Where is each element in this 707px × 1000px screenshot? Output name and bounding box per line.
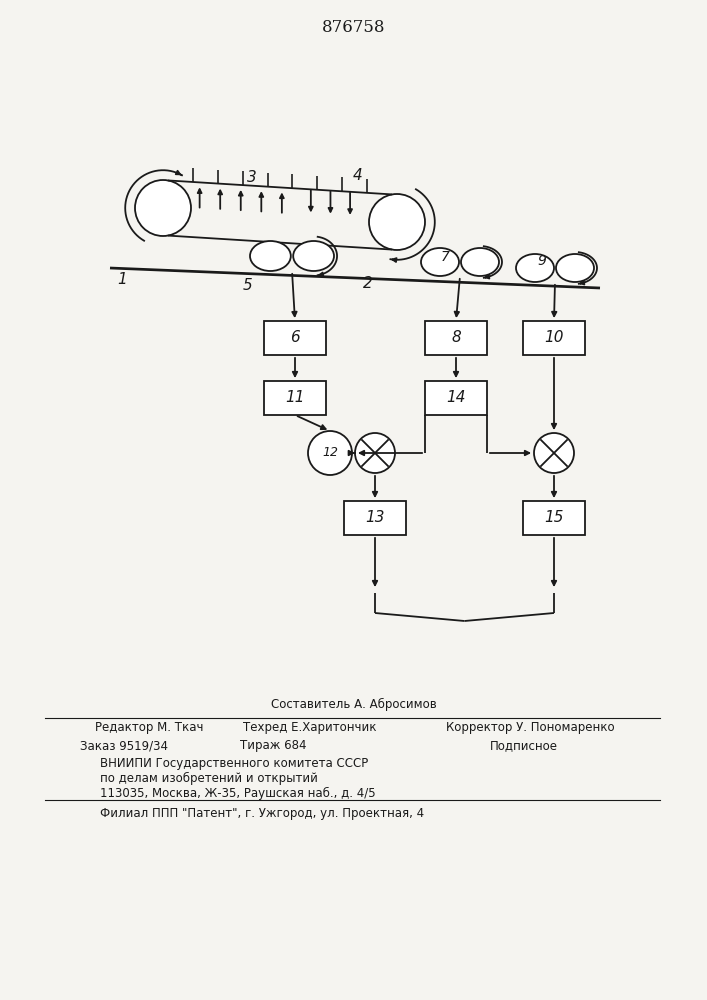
- Circle shape: [355, 433, 395, 473]
- Bar: [264, 381, 326, 415]
- Text: 5: 5: [243, 277, 253, 292]
- Text: Составитель А. Абросимов: Составитель А. Абросимов: [271, 697, 436, 711]
- Text: 1: 1: [117, 272, 127, 288]
- Text: 7: 7: [440, 250, 450, 264]
- Text: 2: 2: [363, 276, 373, 292]
- Text: 876758: 876758: [322, 19, 385, 36]
- Ellipse shape: [250, 241, 291, 271]
- Circle shape: [135, 180, 191, 236]
- Ellipse shape: [461, 248, 499, 276]
- Bar: [264, 321, 326, 355]
- Text: 3: 3: [247, 170, 257, 186]
- Circle shape: [534, 433, 574, 473]
- Text: Подписное: Подписное: [490, 740, 558, 752]
- Text: Заказ 9519/34: Заказ 9519/34: [80, 740, 168, 752]
- Ellipse shape: [516, 254, 554, 282]
- Text: 12: 12: [322, 446, 338, 460]
- Text: 14: 14: [446, 390, 466, 406]
- Bar: [344, 501, 406, 535]
- Text: 11: 11: [285, 390, 305, 406]
- Text: Редактор М. Ткач: Редактор М. Ткач: [95, 720, 204, 734]
- Text: Филиал ППП "Патент", г. Ужгород, ул. Проектная, 4: Филиал ППП "Патент", г. Ужгород, ул. Про…: [100, 808, 424, 820]
- Text: 13: 13: [366, 510, 385, 526]
- Text: 8: 8: [451, 330, 461, 346]
- Text: 113035, Москва, Ж-35, Раушская наб., д. 4/5: 113035, Москва, Ж-35, Раушская наб., д. …: [100, 786, 375, 800]
- Circle shape: [369, 194, 425, 250]
- Circle shape: [308, 431, 352, 475]
- Ellipse shape: [421, 248, 459, 276]
- Ellipse shape: [293, 241, 334, 271]
- Ellipse shape: [556, 254, 594, 282]
- Text: Тираж 684: Тираж 684: [240, 740, 307, 752]
- Text: Техред Е.Харитончик: Техред Е.Харитончик: [243, 720, 377, 734]
- Text: ВНИИПИ Государственного комитета СССР: ВНИИПИ Государственного комитета СССР: [100, 756, 368, 770]
- Text: по делам изобретений и открытий: по делам изобретений и открытий: [100, 771, 318, 785]
- Bar: [523, 321, 585, 355]
- Text: 9: 9: [537, 254, 547, 268]
- Text: 4: 4: [353, 167, 363, 182]
- Text: 15: 15: [544, 510, 563, 526]
- Bar: [523, 501, 585, 535]
- Bar: [425, 321, 487, 355]
- Bar: [425, 381, 487, 415]
- Text: 6: 6: [290, 330, 300, 346]
- Text: 10: 10: [544, 330, 563, 346]
- Text: Корректор У. Пономаренко: Корректор У. Пономаренко: [445, 720, 614, 734]
